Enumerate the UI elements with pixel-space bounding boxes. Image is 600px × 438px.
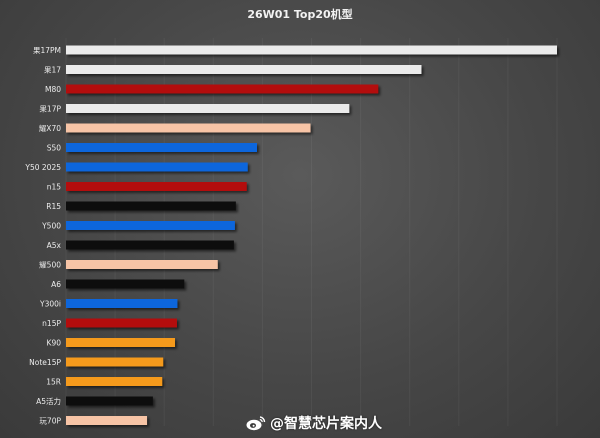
bar xyxy=(66,240,234,250)
category-label: M80 xyxy=(45,85,61,94)
category-label: S50 xyxy=(47,144,62,153)
bar xyxy=(66,84,379,94)
category-label: K90 xyxy=(47,339,62,348)
bar xyxy=(66,279,185,289)
bar xyxy=(66,299,178,308)
category-label: 15R xyxy=(46,378,61,387)
category-label: A5活力 xyxy=(36,396,61,406)
bar xyxy=(66,396,153,406)
category-label: Note15P xyxy=(29,358,61,367)
category-label: R15 xyxy=(46,202,61,211)
weibo-icon xyxy=(246,416,266,431)
bar xyxy=(66,338,176,347)
category-label: A5x xyxy=(47,241,62,250)
category-label: 果17P xyxy=(39,105,61,114)
category-label: A6 xyxy=(51,280,61,289)
bar xyxy=(66,65,422,74)
bar xyxy=(66,318,177,328)
bar xyxy=(66,143,257,152)
bar xyxy=(66,357,164,367)
category-label: 果17PM xyxy=(33,46,61,55)
category-label: n15P xyxy=(42,319,61,328)
watermark: @智慧芯片案内人 xyxy=(246,413,382,433)
watermark-text: @智慧芯片案内人 xyxy=(270,416,382,432)
bar xyxy=(66,104,350,113)
bar xyxy=(66,182,247,191)
category-label: 耀500 xyxy=(39,261,61,270)
category-label: Y500 xyxy=(41,222,61,231)
category-label: Y300i xyxy=(39,300,61,309)
bar xyxy=(66,123,311,133)
bar xyxy=(66,260,218,269)
category-label: 果17 xyxy=(44,66,61,75)
category-label: 耀X70 xyxy=(39,124,61,133)
bar xyxy=(66,221,235,230)
category-label: n15 xyxy=(47,183,62,192)
bar xyxy=(66,162,248,172)
category-label: 玩70P xyxy=(39,417,61,426)
chart-title: 26W01 Top20机型 xyxy=(247,8,353,21)
bar xyxy=(66,416,148,425)
bar xyxy=(66,45,557,55)
bar xyxy=(66,377,163,386)
bar xyxy=(66,201,236,211)
category-label: Y50 2025 xyxy=(24,163,61,172)
